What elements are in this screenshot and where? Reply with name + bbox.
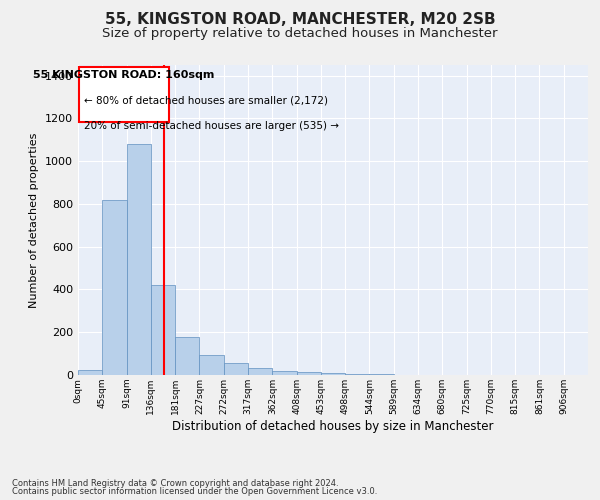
Bar	[370, 374, 394, 375]
Text: ← 80% of detached houses are smaller (2,172): ← 80% of detached houses are smaller (2,…	[85, 95, 328, 105]
Text: 20% of semi-detached houses are larger (535) →: 20% of semi-detached houses are larger (…	[85, 122, 340, 132]
Text: Contains public sector information licensed under the Open Government Licence v3: Contains public sector information licen…	[12, 487, 377, 496]
FancyBboxPatch shape	[79, 67, 169, 122]
Bar	[345, 374, 370, 375]
Text: 55 KINGSTON ROAD: 160sqm: 55 KINGSTON ROAD: 160sqm	[34, 70, 215, 80]
Bar	[102, 200, 127, 375]
Text: Contains HM Land Registry data © Crown copyright and database right 2024.: Contains HM Land Registry data © Crown c…	[12, 478, 338, 488]
Bar	[321, 373, 345, 375]
X-axis label: Distribution of detached houses by size in Manchester: Distribution of detached houses by size …	[172, 420, 494, 432]
Bar	[272, 370, 296, 375]
Bar	[151, 285, 175, 375]
Y-axis label: Number of detached properties: Number of detached properties	[29, 132, 40, 308]
Bar	[175, 336, 199, 375]
Bar	[199, 354, 224, 375]
Bar	[248, 368, 272, 375]
Text: Size of property relative to detached houses in Manchester: Size of property relative to detached ho…	[102, 28, 498, 40]
Text: 55, KINGSTON ROAD, MANCHESTER, M20 2SB: 55, KINGSTON ROAD, MANCHESTER, M20 2SB	[104, 12, 496, 28]
Bar	[127, 144, 151, 375]
Bar	[296, 372, 321, 375]
Bar	[224, 363, 248, 375]
Bar	[78, 370, 102, 375]
